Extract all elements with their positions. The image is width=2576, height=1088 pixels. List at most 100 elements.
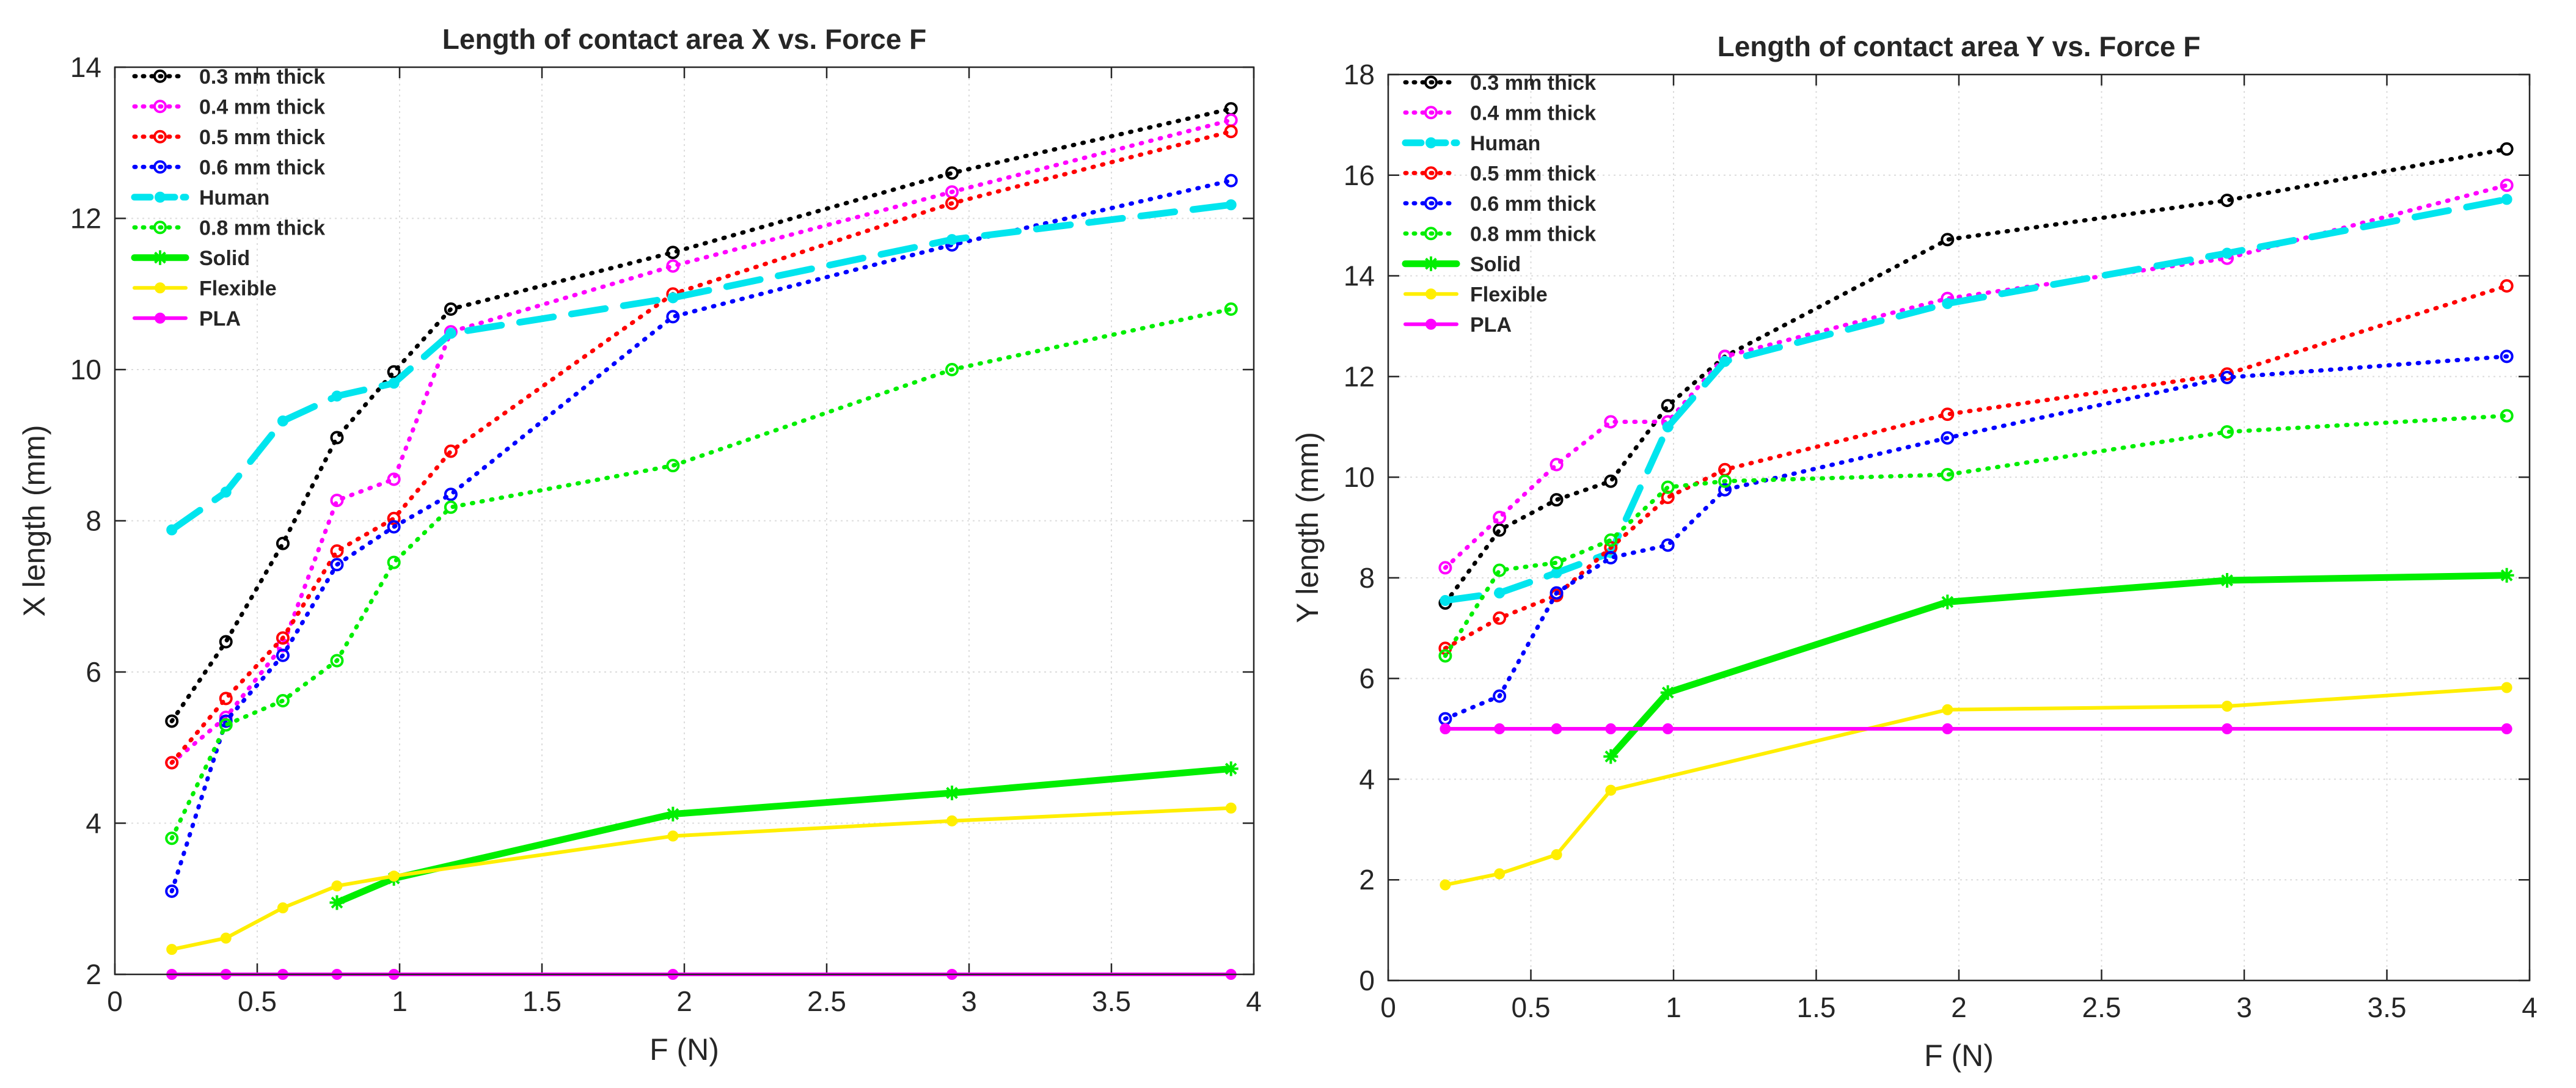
x-tick-label: 3 (961, 985, 977, 1017)
data-point (1224, 173, 1238, 188)
data-point (1225, 802, 1237, 814)
data-point (667, 292, 679, 304)
legend-entry: 0.3 mm thick (199, 65, 325, 89)
data-point (667, 830, 679, 842)
chart-y-length: 0 0.5 1 1.5 2 2.5 3 3.5 4 0 2 4 6 8 10 12 14 16 18 Length o… (1290, 31, 2538, 1073)
x-tick-label: 1 (392, 985, 408, 1017)
data-point (2499, 568, 2514, 583)
legend-entry: 0.8 mm thick (199, 216, 325, 239)
legend-entry: Flexible (1470, 283, 1548, 306)
data-point (1440, 594, 1451, 606)
data-point (330, 558, 344, 572)
y-tick-label: 2 (86, 958, 101, 990)
data-point (665, 806, 681, 822)
data-point (1604, 474, 1618, 488)
data-point (2500, 178, 2514, 192)
series-flexible (1440, 682, 2512, 891)
data-point (276, 536, 290, 550)
data-point (1550, 556, 1564, 570)
legend-marker (1424, 196, 1438, 210)
data-point (1605, 784, 1617, 796)
data-point (1942, 723, 1953, 735)
series-0-8-mm-thick (1438, 409, 2514, 663)
data-point (2500, 142, 2514, 156)
x-tick-label: 0 (107, 985, 123, 1017)
data-point (2501, 194, 2512, 205)
legend-entry: 0.8 mm thick (1470, 222, 1596, 246)
series-0-6-mm-thick (165, 173, 1238, 898)
data-point (1603, 749, 1619, 764)
data-point (1941, 431, 1955, 445)
series-0-5-mm-thick (165, 125, 1238, 770)
data-point (1941, 407, 1955, 422)
series-0-6-mm-thick (1438, 349, 2514, 726)
data-point (444, 487, 458, 502)
legend-entry: 0.6 mm thick (199, 156, 325, 179)
data-point (1225, 199, 1237, 211)
y-tick-label: 16 (1344, 159, 1375, 191)
data-point (388, 378, 400, 389)
series-0-3-mm-thick (165, 102, 1238, 728)
data-point (2221, 700, 2233, 712)
x-axis-label: F (N) (1924, 1039, 1994, 1073)
legend: 0.3 mm thick 0.4 mm thick Human 0.5 mm thic… (1402, 71, 1596, 337)
y-tick-label: 6 (86, 656, 101, 688)
y-tick-label: 2 (1359, 864, 1375, 896)
data-point (1942, 298, 1953, 309)
y-tick-label: 18 (1344, 59, 1375, 90)
data-point (2220, 425, 2234, 439)
data-point (945, 786, 960, 800)
data-point (1718, 483, 1732, 497)
legend-marker (155, 282, 166, 294)
data-point (444, 444, 458, 458)
legend-entry: Solid (1470, 253, 1521, 276)
x-tick-label: 4 (1246, 985, 1262, 1017)
legend-entry: PLA (199, 307, 241, 330)
series-flexible (166, 802, 1237, 955)
data-point (1719, 356, 1731, 367)
data-point (1551, 723, 1562, 735)
data-point (2221, 723, 2233, 735)
data-point (1661, 538, 1675, 552)
data-point (2501, 682, 2512, 693)
data-point (1493, 523, 1507, 537)
series-line (169, 129, 1234, 765)
data-point (165, 756, 179, 770)
y-tick-label: 6 (1359, 663, 1375, 695)
data-point (2500, 279, 2514, 293)
y-tick-label: 8 (86, 505, 101, 537)
data-point (387, 520, 401, 534)
data-point (2500, 349, 2514, 363)
data-point (165, 714, 179, 728)
data-point (330, 654, 344, 668)
data-point (220, 932, 232, 944)
data-point (1662, 421, 1674, 433)
legend-marker (153, 100, 167, 114)
legend-entry: Solid (199, 247, 250, 270)
data-point (946, 815, 958, 827)
data-point (166, 524, 178, 536)
legend: 0.3 mm thick 0.4 mm thick 0.5 mm thick 0.6 … (131, 65, 325, 330)
series-human (166, 199, 1237, 536)
data-point (1940, 594, 1955, 610)
axes-frame (114, 66, 1255, 976)
data-point (277, 902, 288, 914)
data-point (220, 486, 232, 498)
legend-entry: Human (1470, 132, 1540, 155)
data-point (666, 259, 680, 273)
data-point (1604, 533, 1618, 547)
data-point (1941, 233, 1955, 247)
data-point (1438, 649, 1452, 663)
y-tick-label: 4 (86, 808, 101, 839)
y-axis-label: X length (mm) (17, 425, 51, 617)
x-tick-label: 1 (1666, 991, 1681, 1023)
x-tick-label: 1.5 (1797, 991, 1836, 1023)
legend-marker (153, 221, 167, 235)
data-point (1493, 611, 1507, 625)
series-line (169, 178, 1234, 894)
data-point (2220, 370, 2234, 384)
data-point (666, 246, 680, 260)
y-tick-label: 12 (1344, 360, 1375, 392)
data-point (387, 365, 401, 379)
